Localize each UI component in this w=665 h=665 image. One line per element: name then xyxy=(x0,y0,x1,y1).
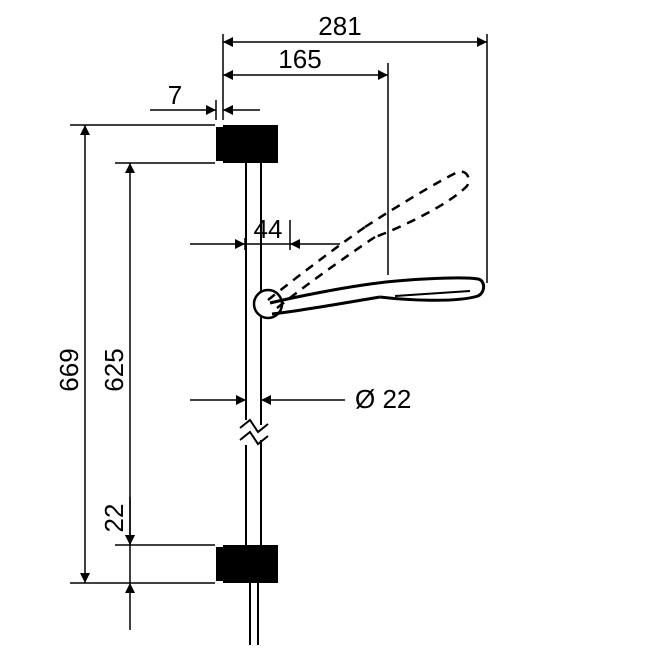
dim-dia22: Ø 22 xyxy=(355,384,411,414)
hose xyxy=(250,583,258,645)
top-bracket xyxy=(223,125,278,163)
dim-165: 165 xyxy=(278,44,321,74)
dim-669: 669 xyxy=(54,348,84,391)
dim-group-dia22: Ø 22 xyxy=(190,384,411,414)
dim-281: 281 xyxy=(318,11,361,41)
dim-22: 22 xyxy=(99,504,129,533)
dim-625: 625 xyxy=(99,348,129,391)
dim-group-22: 22 xyxy=(99,497,130,630)
dim-group-44: 44 xyxy=(190,214,340,250)
diagram-root: 281 165 7 44 669 xyxy=(0,0,665,665)
hand-shower-position-default xyxy=(270,278,484,314)
dimensions: 281 165 7 44 669 xyxy=(54,11,487,630)
dim-7: 7 xyxy=(168,80,182,110)
product-outline xyxy=(216,125,484,645)
dim-group-7: 7 xyxy=(150,80,260,120)
dim-44: 44 xyxy=(254,214,283,244)
bottom-bracket xyxy=(223,545,278,583)
